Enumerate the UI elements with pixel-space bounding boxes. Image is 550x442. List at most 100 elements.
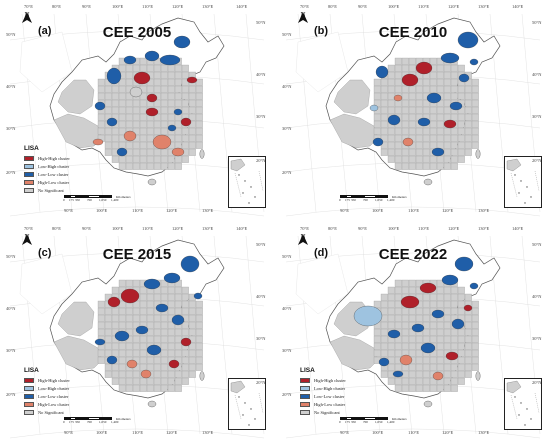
inset-map bbox=[506, 158, 540, 204]
scale-segment bbox=[100, 417, 112, 420]
city-cell bbox=[139, 162, 147, 170]
city-cell bbox=[450, 155, 458, 163]
city-cell bbox=[471, 307, 479, 315]
city-cell bbox=[429, 328, 437, 336]
city-cell bbox=[97, 113, 105, 121]
city-cell bbox=[415, 293, 423, 301]
city-cell bbox=[401, 321, 409, 329]
city-cell bbox=[111, 85, 119, 93]
city-cell bbox=[195, 134, 203, 142]
cluster-ll bbox=[411, 323, 425, 333]
city-cell bbox=[146, 356, 154, 364]
city-cell bbox=[464, 113, 472, 121]
city-cell bbox=[139, 300, 147, 308]
city-cell bbox=[450, 141, 458, 149]
city-cell bbox=[174, 78, 182, 86]
inset-island bbox=[242, 192, 244, 194]
legend-label: High-High cluster bbox=[38, 155, 70, 161]
city-cell bbox=[188, 321, 196, 329]
cluster-ll bbox=[143, 278, 161, 290]
inset-island bbox=[238, 396, 240, 398]
longitude-label: 120°E bbox=[166, 208, 178, 213]
city-cell bbox=[422, 307, 430, 315]
scale-label: 350 bbox=[351, 198, 356, 202]
city-cell bbox=[422, 99, 430, 107]
cluster-hh bbox=[415, 61, 433, 75]
longitude-label: 100°E bbox=[372, 208, 384, 213]
city-cell bbox=[408, 127, 416, 135]
city-cell bbox=[380, 78, 388, 86]
map-canvas bbox=[285, 13, 541, 217]
city-cell bbox=[160, 328, 168, 336]
cluster-hh bbox=[133, 71, 151, 85]
city-cell bbox=[118, 113, 126, 121]
city-cell bbox=[139, 148, 147, 156]
legend-swatch bbox=[24, 188, 34, 194]
legend-label: Low-Low cluster bbox=[38, 393, 69, 399]
city-cell bbox=[443, 99, 451, 107]
legend-swatch bbox=[24, 393, 34, 399]
scale-label: 175 bbox=[69, 420, 74, 424]
city-cell bbox=[457, 370, 465, 378]
city-cell bbox=[160, 321, 168, 329]
city-cell bbox=[111, 141, 119, 149]
city-cell bbox=[160, 370, 168, 378]
city-cell bbox=[471, 92, 479, 100]
latitude-label: 40°N bbox=[6, 306, 16, 311]
city-cell bbox=[457, 127, 465, 135]
city-cell bbox=[443, 342, 451, 350]
cluster-hl bbox=[126, 359, 138, 369]
city-cell bbox=[181, 307, 189, 315]
city-cell bbox=[387, 148, 395, 156]
hainan-island bbox=[423, 178, 433, 186]
city-cell bbox=[153, 78, 161, 86]
city-cell bbox=[160, 349, 168, 357]
city-cell bbox=[443, 307, 451, 315]
legend-swatch bbox=[24, 180, 34, 186]
city-cell bbox=[415, 370, 423, 378]
city-cell bbox=[471, 113, 479, 121]
scale-bar: 0 175 350 700 1,050 1,400 Kilometers bbox=[63, 417, 131, 425]
city-cell bbox=[387, 99, 395, 107]
city-cell bbox=[408, 286, 416, 294]
parallel-line bbox=[285, 252, 541, 263]
city-cell bbox=[394, 300, 402, 308]
city-cell bbox=[139, 377, 147, 385]
north-arrow-icon bbox=[298, 12, 308, 23]
panel-title: CEE 2022 bbox=[378, 246, 448, 263]
nine-dash-line bbox=[234, 392, 264, 420]
latitude-label: 20°N bbox=[256, 380, 266, 385]
legend-item-high-low: High-Low cluster bbox=[24, 401, 110, 409]
city-cell bbox=[104, 307, 112, 315]
city-cell bbox=[408, 85, 416, 93]
city-cell bbox=[181, 155, 189, 163]
city-cell bbox=[139, 293, 147, 301]
cluster-ll bbox=[146, 344, 162, 356]
city-cell bbox=[167, 377, 175, 385]
scale-label: 1,400 bbox=[387, 198, 395, 202]
legend-item-high-low: High-Low cluster bbox=[24, 179, 110, 187]
city-cell bbox=[422, 85, 430, 93]
hainan-island bbox=[147, 400, 157, 408]
cluster-ll bbox=[451, 318, 465, 330]
scale-segment bbox=[64, 195, 70, 198]
city-cell bbox=[373, 349, 381, 357]
city-cell bbox=[429, 71, 437, 79]
city-cell bbox=[415, 127, 423, 135]
cluster-hh bbox=[401, 73, 419, 87]
city-cell bbox=[408, 92, 416, 100]
city-cell bbox=[195, 356, 203, 364]
cluster-ll bbox=[193, 292, 203, 300]
city-cell bbox=[457, 377, 465, 385]
city-cell bbox=[125, 349, 133, 357]
longitude-label: 140°E bbox=[512, 226, 524, 231]
city-cell bbox=[195, 113, 203, 121]
city-cell bbox=[139, 134, 147, 142]
city-cell bbox=[139, 141, 147, 149]
city-cell bbox=[132, 335, 140, 343]
city-cell bbox=[450, 286, 458, 294]
longitude-label: 80°E bbox=[328, 4, 338, 9]
city-cell bbox=[387, 286, 395, 294]
city-cell bbox=[181, 106, 189, 114]
city-cell bbox=[422, 300, 430, 308]
